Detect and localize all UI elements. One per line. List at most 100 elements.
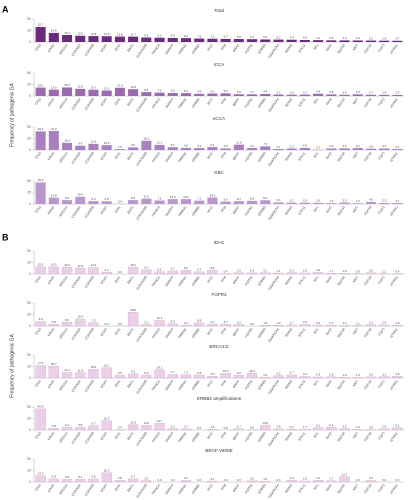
bar <box>167 92 178 96</box>
value-label: 15.5 <box>38 263 44 267</box>
x-tick-label: FGF3 <box>377 483 385 492</box>
x-tick-label: KRAS <box>47 483 56 493</box>
value-label: 4.3 <box>316 268 320 272</box>
x-tick-label: STK11 <box>297 483 306 494</box>
value-label: 10.8 <box>262 421 268 425</box>
value-label: 4.2 <box>197 144 201 148</box>
x-tick-label: NTRK1 <box>389 205 399 216</box>
x-tick-label: MDM2 <box>284 431 293 442</box>
x-tick-label: NTRK1 <box>389 483 399 494</box>
value-label: 11.7 <box>342 472 348 476</box>
bar <box>114 480 126 483</box>
bar <box>220 93 231 96</box>
x-tick-label: CDKN2AB <box>135 151 148 167</box>
bar <box>127 312 139 327</box>
x-tick-label: CDKN2A <box>71 151 83 165</box>
bar <box>180 374 192 379</box>
value-label: 29.8 <box>130 308 136 312</box>
x-tick-label: FGFR2 <box>244 379 254 390</box>
value-label: 6.6 <box>171 89 175 93</box>
value-label: 8.4 <box>131 196 135 200</box>
value-label: 18.2 <box>157 365 163 369</box>
x-tick-label: MDM2 <box>284 205 293 216</box>
value-label: 18.9 <box>91 365 97 369</box>
bar <box>101 90 112 96</box>
value-label: 3.2 <box>171 424 175 428</box>
x-tick-label: BRAF <box>232 327 240 337</box>
value-label: 5.2 <box>316 423 320 427</box>
value-label: 18.3 <box>38 83 44 87</box>
value-label: 6.2 <box>184 89 188 93</box>
x-tick-label: STK11 <box>297 379 306 390</box>
value-label: 40.4 <box>38 127 44 131</box>
value-label: 8.8 <box>171 34 175 38</box>
x-tick-label: STK11 <box>297 431 306 442</box>
value-label: 3.4 <box>303 320 307 324</box>
x-tick-label: FGF19 <box>363 327 372 338</box>
bar <box>167 323 178 327</box>
bar <box>194 93 205 96</box>
bar <box>286 39 297 42</box>
bar <box>61 321 73 327</box>
x-tick-label: TP53 <box>34 483 42 492</box>
x-tick-label: CDKN2B <box>84 151 96 165</box>
bar <box>352 94 363 96</box>
bar <box>260 200 271 204</box>
x-tick-label: RNF43 <box>337 379 347 390</box>
x-tick-label: FGF19 <box>363 483 372 494</box>
x-tick-label: PBRM1 <box>178 97 188 109</box>
x-tick-label: PBRM1 <box>178 151 188 163</box>
x-tick-label: PIK3CA <box>151 151 162 164</box>
x-tick-label: ERBB3 <box>257 97 267 108</box>
x-tick-label: FGF19 <box>363 205 372 216</box>
bar <box>127 266 139 275</box>
y-tick-label: 0 <box>29 40 31 44</box>
x-tick-label: CDKN2A <box>71 327 83 341</box>
x-tick-label: PBRM1 <box>178 275 188 287</box>
x-tick-label: MTAP <box>100 483 109 493</box>
bar <box>339 325 350 327</box>
x-tick-label: ARID1A <box>58 483 69 496</box>
value-label: 5.6 <box>131 143 135 147</box>
value-label: 3.4 <box>303 372 307 376</box>
value-label: 4.7 <box>197 268 201 272</box>
value-label: 3.3 <box>329 144 333 148</box>
x-tick-label: FGF3 <box>377 327 385 336</box>
x-tick-label: CDKN2AB <box>135 43 148 59</box>
value-label: 1.9 <box>263 373 267 377</box>
x-tick-label: ARID1A <box>58 327 69 340</box>
x-tick-label: SMAD4 <box>164 483 174 495</box>
x-tick-label: BAP1 <box>126 151 134 160</box>
x-tick-label: FGF19 <box>363 275 372 286</box>
bar <box>286 324 297 327</box>
x-tick-label: PIK3CA <box>151 97 162 110</box>
x-tick-label: NTRK1 <box>389 379 399 390</box>
value-label: 13.9 <box>51 85 57 89</box>
bar <box>286 480 297 483</box>
bar <box>220 373 231 379</box>
value-label: 0.4 <box>118 426 122 430</box>
bar <box>313 40 324 42</box>
value-label: 8.4 <box>184 34 188 38</box>
bar <box>75 479 86 483</box>
value-label: 7.3 <box>184 370 188 374</box>
x-tick-label: FGF19 <box>363 431 372 442</box>
value-label: 6.7 <box>171 267 175 271</box>
bar <box>233 374 244 379</box>
value-label: 20.1 <box>144 137 150 141</box>
bar <box>101 201 112 204</box>
bar <box>379 94 390 96</box>
x-tick-label: SMARCA4 <box>267 205 280 221</box>
y-tick-label: 50 <box>27 17 31 21</box>
x-tick-label: ERBB3 <box>257 43 267 54</box>
value-label: 6.7 <box>131 475 135 479</box>
x-tick-label: FGF3 <box>377 97 385 106</box>
x-tick-label: FGFR2 <box>244 97 254 108</box>
bar <box>233 324 244 327</box>
bar <box>88 201 99 204</box>
y-tick-label: 25 <box>27 364 31 368</box>
value-label: 45.9 <box>38 405 44 409</box>
x-tick-label: ERBB2 <box>191 205 201 216</box>
bar <box>233 144 244 150</box>
bar <box>220 38 231 42</box>
